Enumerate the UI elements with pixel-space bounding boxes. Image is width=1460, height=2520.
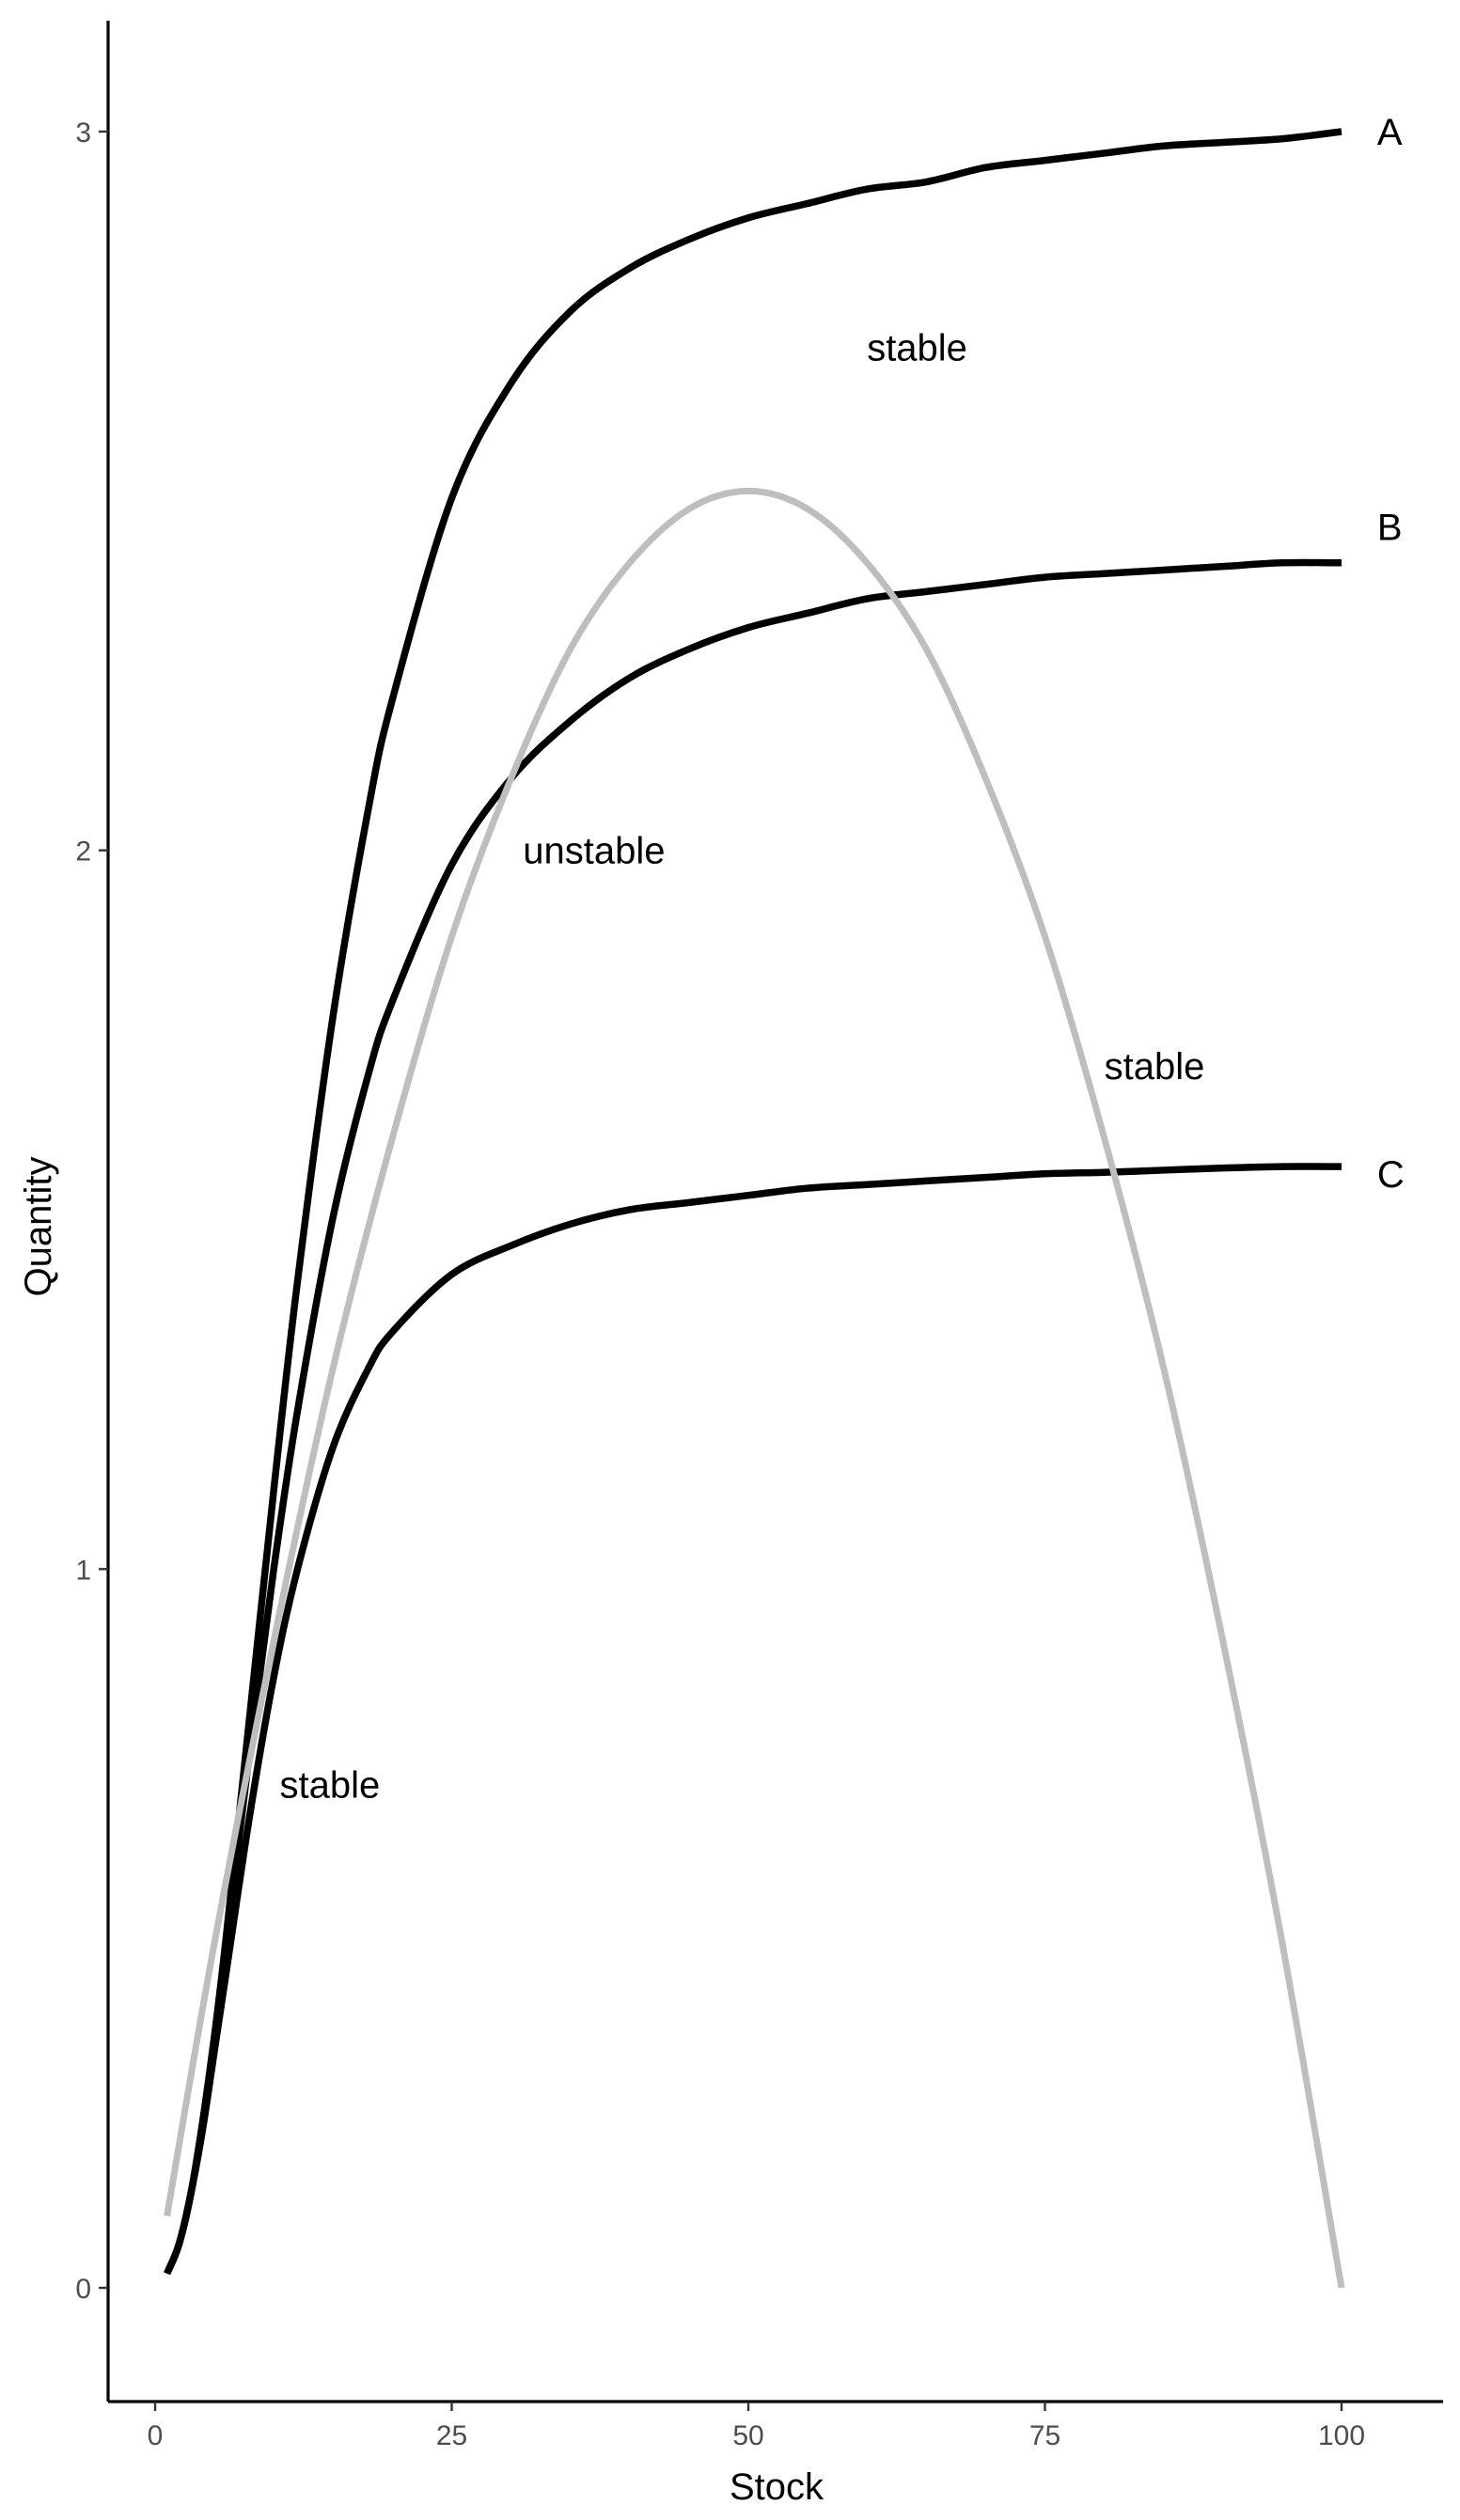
stability-annotation: stable bbox=[867, 327, 967, 368]
curve-label-a: A bbox=[1377, 112, 1403, 153]
stability-annotation: stable bbox=[1105, 1046, 1205, 1088]
curve-label-c: C bbox=[1377, 1154, 1405, 1196]
stability-annotation: unstable bbox=[523, 831, 665, 872]
stability-annotation: stable bbox=[280, 1765, 381, 1807]
y-axis-ticks: 0 1 2 3 bbox=[75, 117, 108, 2305]
x-tick-label: 50 bbox=[732, 2420, 763, 2451]
series-line-c bbox=[164, 1163, 1342, 2276]
y-tick-label: 3 bbox=[75, 117, 91, 149]
series-line-b bbox=[164, 558, 1342, 2276]
curve-labels: A B C bbox=[1377, 112, 1405, 1196]
x-axis-title: Stock bbox=[730, 2466, 824, 2508]
y-tick-label: 2 bbox=[75, 837, 91, 868]
series-line-growth bbox=[164, 487, 1345, 2289]
series-layer bbox=[164, 128, 1345, 2289]
x-tick-label: 25 bbox=[436, 2420, 467, 2451]
x-axis-ticks: 0 25 50 75 100 bbox=[148, 2402, 1365, 2451]
series-line-a bbox=[164, 128, 1342, 2276]
y-axis-title: Quantity bbox=[18, 1157, 59, 1297]
y-tick-label: 0 bbox=[75, 2274, 91, 2305]
x-tick-label: 100 bbox=[1318, 2420, 1365, 2451]
curve-label-b: B bbox=[1377, 508, 1403, 549]
annotations: stable unstable stable stable bbox=[280, 327, 1205, 1806]
y-tick-label: 1 bbox=[75, 1555, 91, 1586]
x-tick-label: 75 bbox=[1029, 2420, 1060, 2451]
x-tick-label: 0 bbox=[148, 2420, 164, 2451]
